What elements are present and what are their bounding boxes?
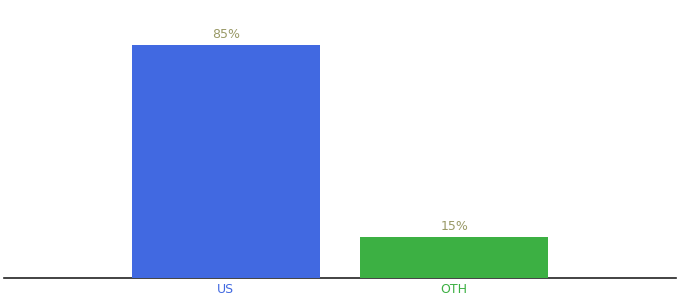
Text: 15%: 15% bbox=[440, 220, 468, 233]
Bar bbox=[132, 45, 320, 278]
Text: 85%: 85% bbox=[211, 28, 240, 41]
Bar bbox=[360, 237, 548, 278]
